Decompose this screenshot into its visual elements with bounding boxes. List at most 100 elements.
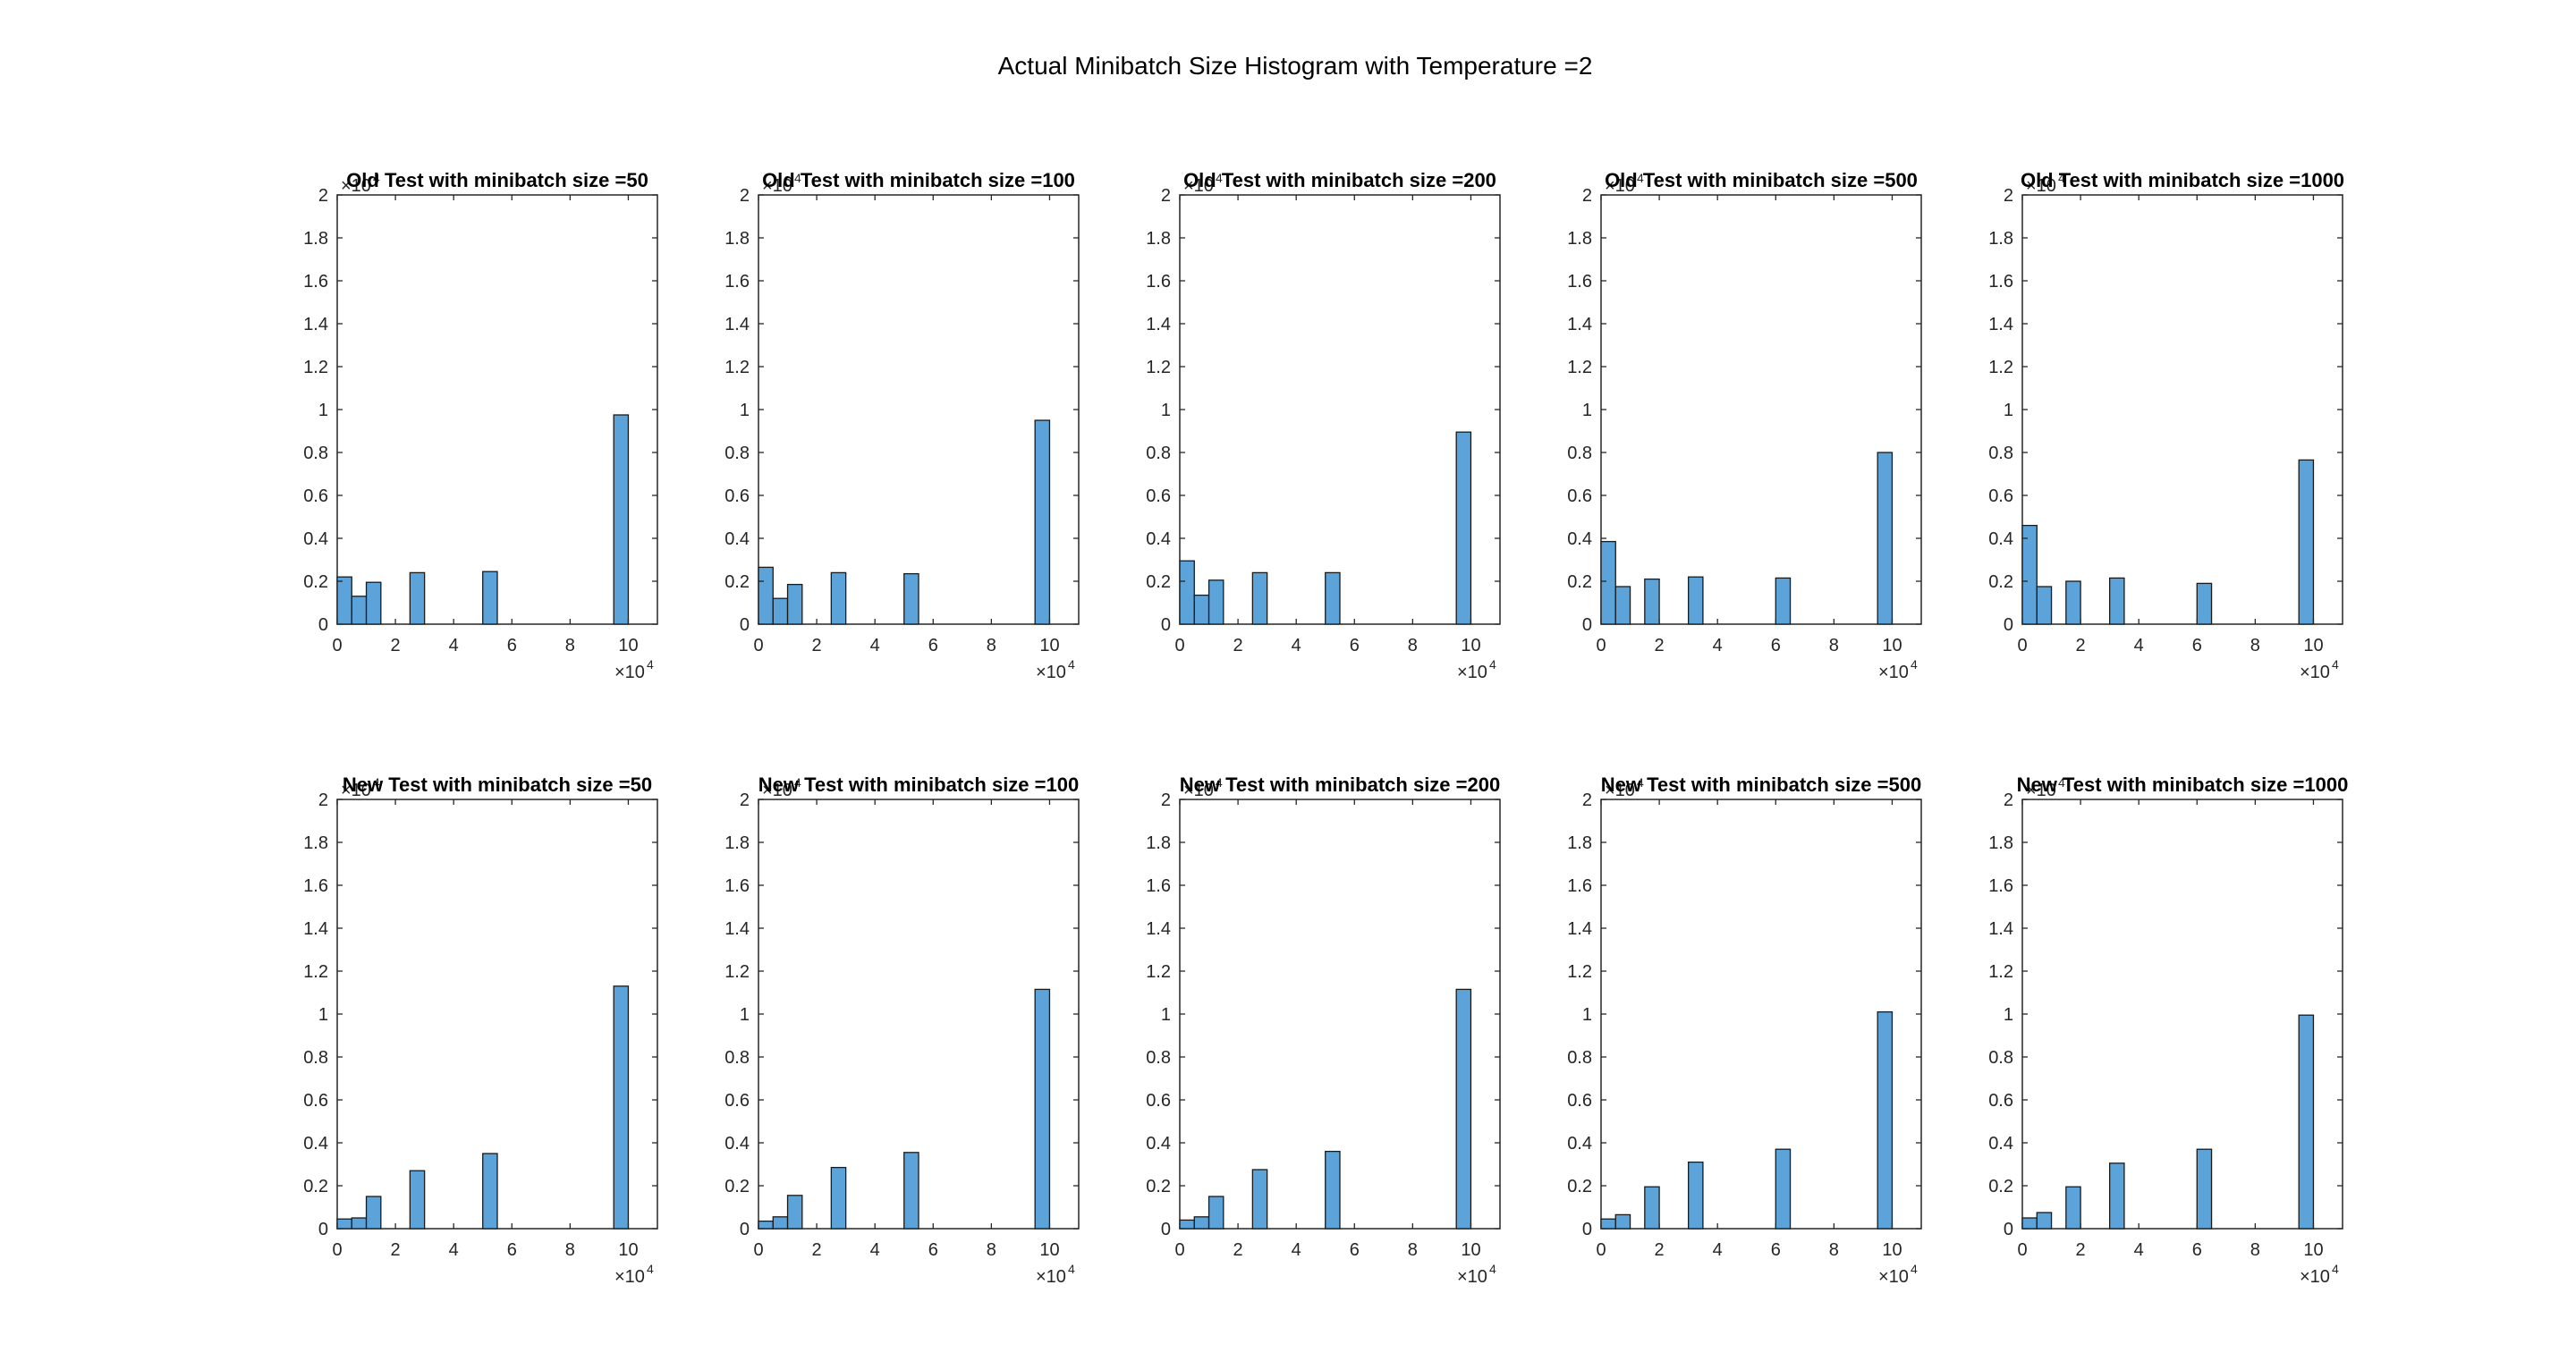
y-tick-label: 0.6 (1567, 1091, 1592, 1111)
x-tick-label: 2 (812, 636, 822, 655)
y-tick-label: 2 (740, 790, 750, 810)
y-tick-label: 1.6 (303, 876, 328, 896)
y-tick-label: 0.8 (724, 1048, 750, 1068)
y-tick-label: 0.4 (1146, 529, 1171, 549)
x-exponent-power: 4 (647, 657, 654, 672)
y-tick-label: 0.2 (1988, 572, 2013, 592)
y-tick-label: 0.2 (303, 1177, 328, 1196)
histogram-bar (2065, 580, 2081, 625)
histogram-bar (482, 1153, 498, 1230)
histogram-bar (1251, 1169, 1268, 1230)
histogram-bar (1034, 419, 1051, 625)
x-exponent-label: ×10 (1878, 663, 1909, 682)
y-tick-label: 1.6 (1567, 876, 1592, 896)
subplot-title: Old Test with minibatch size =100 (762, 169, 1075, 191)
x-tick-label: 4 (1713, 1240, 1723, 1260)
x-tick-label: 8 (2250, 636, 2260, 655)
y-tick-label: 0.6 (1988, 1091, 2013, 1111)
x-exponent-label: ×10 (614, 663, 645, 682)
y-tick-label: 1.2 (1146, 962, 1171, 982)
y-tick-label: 2 (318, 186, 328, 206)
histogram-bar (1687, 1161, 1704, 1230)
x-tick-label: 8 (2250, 1240, 2260, 1260)
x-tick-label: 6 (1350, 636, 1360, 655)
histogram-bar (1600, 540, 1616, 625)
histogram-bar (1208, 579, 1224, 625)
y-tick-label: 1.4 (1146, 315, 1171, 334)
x-tick-label: 6 (928, 636, 938, 655)
histogram-bar (1034, 988, 1051, 1230)
y-exponent-power: 4 (373, 775, 380, 790)
y-tick-label: 1.8 (1146, 833, 1171, 853)
y-tick-label: 1.6 (1146, 876, 1171, 896)
histogram-bar (786, 1195, 803, 1230)
histogram-bar (1193, 594, 1210, 625)
x-tick-label: 6 (928, 1240, 938, 1260)
axes-box (1600, 799, 1922, 1230)
x-tick-label: 4 (449, 636, 459, 655)
y-tick-label: 0.6 (1146, 486, 1171, 506)
x-tick-label: 2 (2076, 1240, 2086, 1260)
y-exponent-label: ×10 (1605, 781, 1635, 800)
histogram-bar (1455, 988, 1472, 1230)
y-tick-label: 0.4 (1988, 1134, 2013, 1154)
y-tick-label: 0 (2004, 1220, 2013, 1239)
x-tick-label: 2 (1233, 1240, 1243, 1260)
subplot-1: 00.20.40.60.811.21.41.61.820 2 4 6 8 10×10 4×1… (303, 169, 658, 682)
y-tick-label: 0.6 (303, 1091, 328, 1111)
y-tick-label: 1.2 (1988, 962, 2013, 982)
axes-box (758, 194, 1080, 625)
subplot-title: New Test with minibatch size =500 (1601, 773, 1921, 796)
histogram-bar (2196, 1148, 2213, 1230)
y-tick-label: 0.8 (1146, 444, 1171, 463)
y-exponent-power: 4 (2058, 171, 2065, 185)
y-exponent-power: 4 (2058, 775, 2065, 790)
subplot-3: 00.20.40.60.811.21.41.61.820 2 4 6 8 10×10 4×1… (1146, 169, 1501, 682)
y-tick-label: 0.2 (1567, 1177, 1592, 1196)
x-exponent-label: ×10 (1457, 1267, 1487, 1287)
y-tick-label: 1 (2004, 1005, 2013, 1025)
y-exponent-label: ×10 (341, 781, 371, 800)
y-exponent-power: 4 (373, 171, 380, 185)
x-tick-label: 0 (332, 636, 342, 655)
x-tick-label: 2 (391, 636, 401, 655)
y-tick-label: 0.4 (1567, 1134, 1592, 1154)
y-tick-label: 1.2 (724, 358, 750, 377)
y-exponent-power: 4 (794, 171, 801, 185)
subplot-6: 00.20.40.60.811.21.41.61.820 2 4 6 8 10×10 4×1… (303, 773, 658, 1287)
y-tick-label: 1.8 (1567, 833, 1592, 853)
y-tick-label: 0 (318, 1220, 328, 1239)
y-tick-label: 1.8 (724, 229, 750, 249)
y-tick-label: 0.2 (1146, 1177, 1171, 1196)
y-tick-label: 1.8 (724, 833, 750, 853)
x-tick-label: 4 (870, 636, 880, 655)
x-tick-label: 8 (1408, 1240, 1418, 1260)
subplot-title: New Test with minibatch size =1000 (2017, 773, 2349, 796)
y-tick-label: 1 (318, 401, 328, 420)
y-tick-label: 1.2 (1567, 962, 1592, 982)
x-tick-label: 0 (332, 1240, 342, 1260)
x-tick-label: 2 (2076, 636, 2086, 655)
y-exponent-label: ×10 (2026, 176, 2056, 196)
x-exponent-power: 4 (1068, 657, 1075, 672)
histogram-bar (1687, 576, 1704, 625)
axes-box (1179, 194, 1501, 625)
x-exponent-power: 4 (1489, 657, 1496, 672)
x-exponent-label: ×10 (614, 1267, 645, 1287)
x-tick-label: 0 (2017, 636, 2027, 655)
subplot-7: 00.20.40.60.811.21.41.61.820 2 4 6 8 10×10 4×1… (724, 773, 1080, 1287)
axes-box (1600, 194, 1922, 625)
y-tick-label: 1.8 (1988, 229, 2013, 249)
x-exponent-power: 4 (1068, 1262, 1075, 1276)
x-tick-label: 10 (1039, 636, 1059, 655)
histogram-bar (2298, 1014, 2315, 1230)
x-tick-label: 10 (1882, 1240, 1902, 1260)
subplot-10: 00.20.40.60.811.21.41.61.820 2 4 6 8 10×10 4×1… (1988, 773, 2348, 1287)
y-exponent-label: ×10 (1605, 176, 1635, 196)
y-tick-label: 2 (740, 186, 750, 206)
y-tick-label: 1 (1582, 401, 1592, 420)
y-tick-label: 0.6 (1567, 486, 1592, 506)
y-tick-label: 0 (1582, 615, 1592, 635)
y-tick-label: 1.4 (1988, 919, 2013, 939)
